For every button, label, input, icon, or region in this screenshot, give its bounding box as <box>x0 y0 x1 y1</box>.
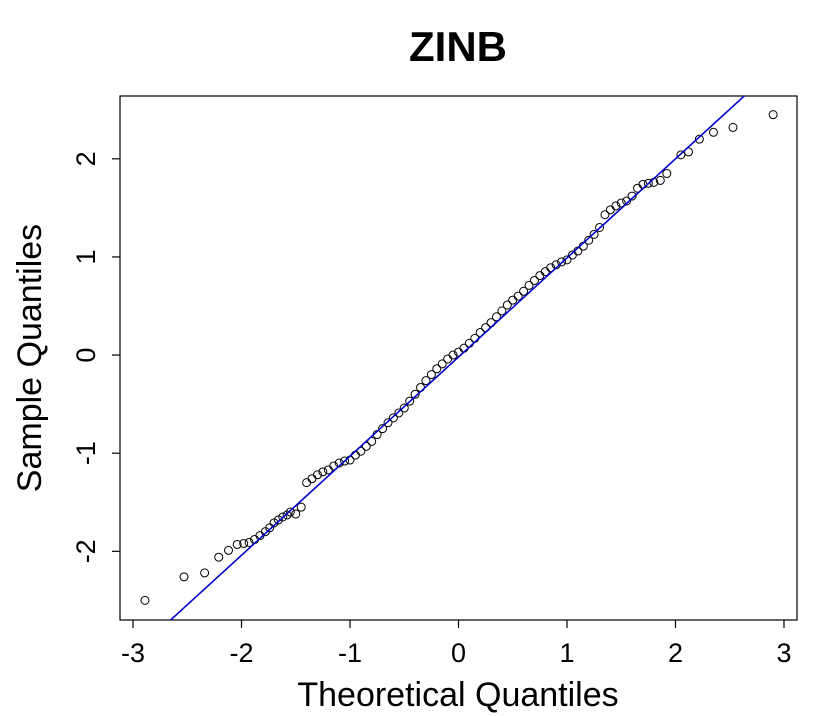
x-tick-label: 0 <box>451 638 466 668</box>
y-tick-label: -2 <box>71 539 101 563</box>
point <box>638 179 648 189</box>
point <box>285 507 295 517</box>
point <box>307 474 317 484</box>
y-tick-label: 0 <box>71 348 101 363</box>
y-tick-label: 1 <box>71 249 101 264</box>
point <box>662 169 672 179</box>
point <box>426 370 436 380</box>
point <box>214 552 224 562</box>
point <box>282 510 292 520</box>
x-tick-label: -2 <box>230 638 254 668</box>
point <box>340 456 350 466</box>
point <box>508 295 518 305</box>
point <box>708 127 718 137</box>
point <box>432 364 442 374</box>
point <box>302 478 312 488</box>
point <box>627 191 637 201</box>
point <box>179 572 189 582</box>
point <box>768 110 778 120</box>
point <box>140 595 150 605</box>
point <box>296 502 306 512</box>
point <box>513 291 523 301</box>
point <box>367 436 377 446</box>
point <box>399 403 409 413</box>
point <box>405 396 415 406</box>
point <box>443 354 453 364</box>
point <box>562 255 572 265</box>
point <box>584 235 594 245</box>
point <box>595 222 605 232</box>
point <box>611 201 621 211</box>
point <box>519 286 529 296</box>
point <box>383 418 393 428</box>
point <box>244 537 254 547</box>
point <box>497 306 507 316</box>
point <box>239 538 249 548</box>
reference-line <box>169 96 746 620</box>
x-tick-label: -3 <box>121 638 145 668</box>
point <box>616 198 626 208</box>
x-axis-label: Theoretical Quantiles <box>297 676 618 714</box>
point <box>437 359 447 369</box>
point <box>232 539 242 549</box>
point <box>524 280 534 290</box>
point <box>378 424 388 434</box>
point <box>694 134 704 144</box>
point <box>655 175 665 185</box>
y-tick-label: 2 <box>71 151 101 166</box>
point <box>223 545 233 555</box>
x-tick-label: 2 <box>668 638 683 668</box>
point <box>728 122 738 132</box>
point <box>491 312 501 322</box>
point <box>643 178 653 188</box>
point <box>535 271 545 281</box>
point <box>410 389 420 399</box>
x-tick-label: 3 <box>776 638 791 668</box>
point <box>388 413 398 423</box>
point <box>676 150 686 160</box>
point <box>345 455 355 465</box>
point <box>605 205 615 215</box>
point <box>421 376 431 386</box>
y-tick-label: -1 <box>71 441 101 465</box>
point <box>394 408 404 418</box>
point <box>416 382 426 392</box>
point <box>312 470 322 480</box>
x-tick-label: -1 <box>338 638 362 668</box>
point <box>278 512 288 522</box>
chart-title: ZINB <box>409 23 507 70</box>
point <box>600 210 610 220</box>
point <box>557 257 567 267</box>
point <box>448 350 458 360</box>
point <box>502 300 512 310</box>
x-tick-label: 1 <box>559 638 574 668</box>
point <box>350 450 360 460</box>
point <box>291 509 301 519</box>
point <box>200 568 210 578</box>
point <box>529 275 539 285</box>
y-axis-label: Sample Quantiles <box>11 224 49 492</box>
plot-area <box>140 96 778 620</box>
point <box>318 467 328 477</box>
point <box>622 196 632 206</box>
point <box>589 229 599 239</box>
